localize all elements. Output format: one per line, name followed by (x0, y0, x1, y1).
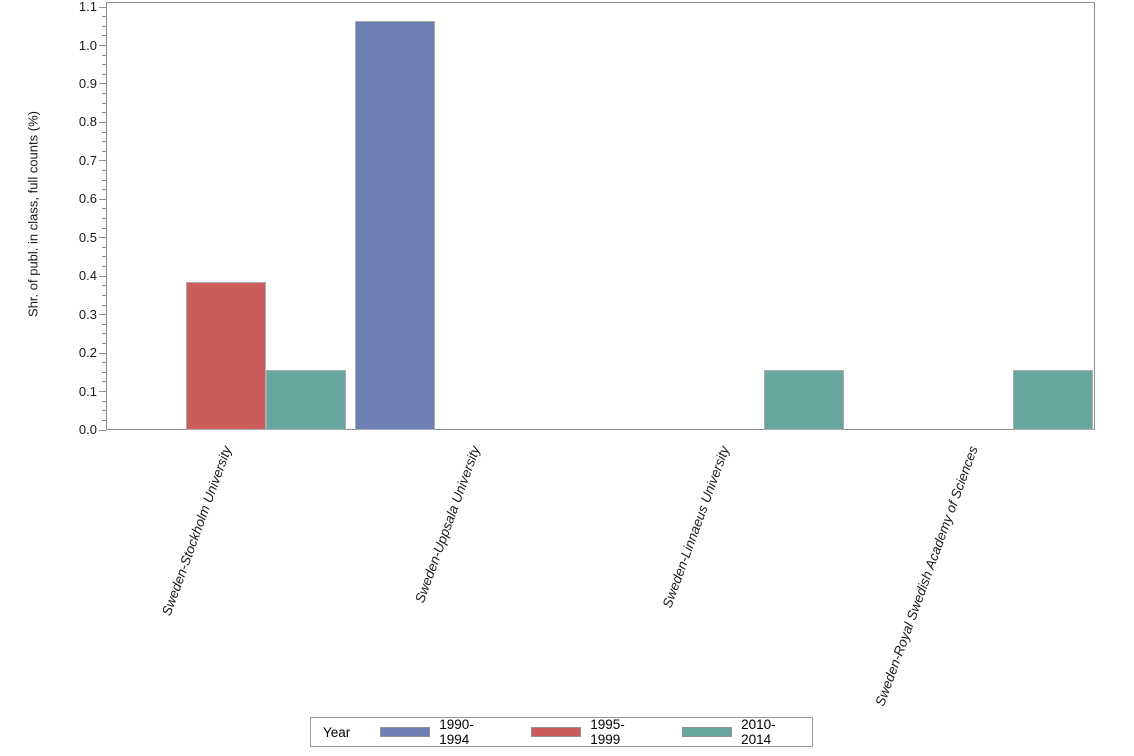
y-axis-minor-tick (102, 25, 106, 27)
plot-area (106, 2, 1095, 430)
y-axis-minor-tick (102, 150, 106, 152)
y-axis-minor-tick (102, 400, 106, 402)
legend-item: 2010-2014 (682, 717, 800, 747)
y-axis-tick-label: 0.8 (78, 114, 97, 130)
y-axis-tick (99, 275, 106, 277)
y-axis-minor-tick (102, 323, 106, 325)
y-axis-tick-label: 0.3 (78, 306, 97, 322)
legend: Year 1990-1994 1995-1999 2010-2014 (310, 717, 813, 747)
legend-item: 1990-1994 (380, 717, 498, 747)
y-axis-tick-label: 0.7 (78, 152, 97, 168)
bar (266, 370, 346, 430)
y-axis-minor-tick (102, 342, 106, 344)
y-axis-minor-tick (102, 54, 106, 56)
y-axis-tick-label: 1.0 (78, 37, 97, 53)
y-axis-minor-tick (102, 285, 106, 287)
legend-label: 1995-1999 (590, 717, 625, 747)
y-axis-minor-tick (102, 64, 106, 66)
y-axis-tick (99, 45, 106, 46)
y-axis-tick (99, 121, 106, 123)
y-axis-tick (99, 352, 106, 354)
y-axis-minor-tick (102, 179, 106, 181)
y-axis-tick (99, 391, 106, 393)
y-axis-tick (99, 198, 106, 200)
x-axis-category-label: Sweden-Stockholm University (158, 444, 235, 618)
y-axis-minor-tick (102, 189, 106, 191)
y-axis-tick-label: 0.6 (78, 191, 97, 207)
x-axis-category-label: Sweden-Royal Swedish Academy of Sciences (872, 444, 982, 709)
y-axis-minor-tick (102, 112, 106, 114)
y-axis-minor-tick (102, 246, 106, 248)
y-axis-minor-tick (102, 218, 106, 220)
y-axis-tick-label: 0.1 (78, 383, 97, 399)
legend-swatch (682, 727, 733, 737)
bar (764, 370, 844, 430)
y-axis-tick-label: 0.0 (78, 422, 97, 437)
y-axis-minor-tick (102, 381, 106, 383)
bar (355, 20, 435, 430)
y-axis-minor-tick (102, 410, 106, 412)
y-axis-title: Shr. of publ. in class, full counts (%) (25, 111, 41, 317)
y-axis-minor-tick (102, 333, 106, 335)
y-axis-tick (99, 160, 106, 162)
y-axis-minor-tick (102, 208, 106, 210)
y-axis-minor-tick (102, 304, 106, 306)
y-axis-minor-tick (102, 131, 106, 133)
bar (186, 282, 266, 430)
y-axis-minor-tick (102, 371, 106, 373)
y-axis-tick-label: 0.2 (78, 345, 97, 361)
y-axis-minor-tick (102, 256, 106, 258)
y-axis-tick-label: 0.5 (78, 229, 97, 245)
y-axis-minor-tick (102, 362, 106, 364)
y-axis-tick-label: 1.1 (78, 0, 97, 15)
x-axis-category-label: Sweden-Linnaeus University (659, 444, 733, 610)
legend-label: 2010-2014 (741, 717, 776, 747)
y-axis-tick (99, 314, 106, 316)
y-axis-minor-tick (102, 266, 106, 268)
y-axis-minor-tick (102, 227, 106, 229)
y-axis-tick (99, 429, 106, 431)
y-axis-minor-tick (102, 73, 106, 75)
y-axis-minor-tick (102, 419, 106, 421)
y-axis-tick (99, 237, 106, 239)
legend-item: 1995-1999 (531, 717, 649, 747)
y-axis-tick-label: 0.4 (78, 268, 97, 284)
bar (1013, 370, 1093, 430)
y-axis-tick-label: 0.9 (78, 75, 97, 91)
x-axis-category-label: Sweden-Uppsala University (412, 444, 484, 605)
y-axis-minor-tick (102, 16, 106, 18)
legend-swatch (380, 727, 431, 737)
legend-swatch (531, 727, 582, 737)
y-axis-minor-tick (102, 93, 106, 95)
y-axis-minor-tick (102, 35, 106, 37)
y-axis-minor-tick (102, 169, 106, 171)
y-axis-tick (99, 6, 106, 8)
y-axis-minor-tick (102, 102, 106, 104)
y-axis-minor-tick (102, 294, 106, 296)
y-axis-minor-tick (102, 141, 106, 143)
y-axis-tick (99, 83, 106, 85)
legend-label: 1990-1994 (439, 717, 474, 747)
legend-title: Year (323, 724, 351, 740)
